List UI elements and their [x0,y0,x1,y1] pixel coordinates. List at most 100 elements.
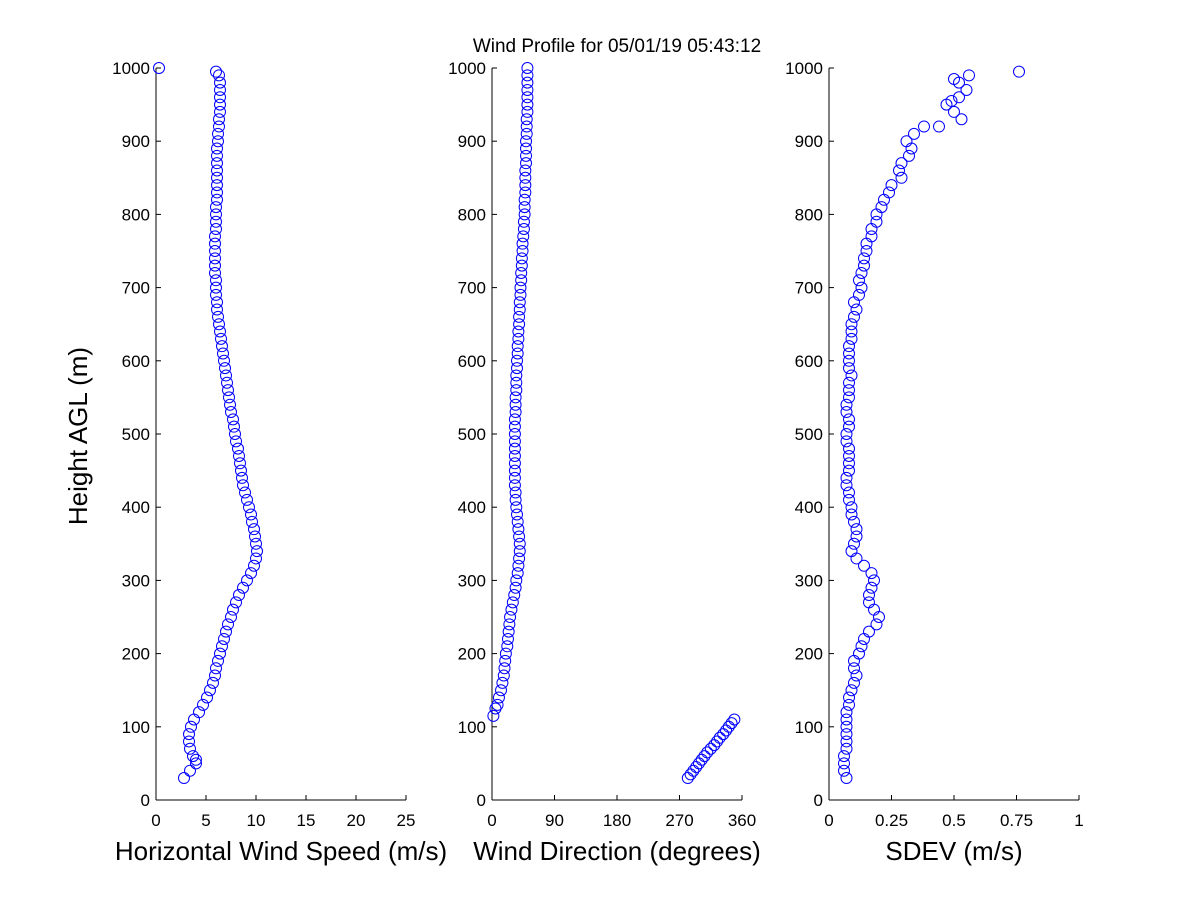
profile-point [190,757,202,770]
profile-point [517,223,530,236]
profile-point [492,691,505,704]
profile-point [183,728,195,741]
y-tick-label: 800 [122,205,150,224]
profile-point [843,698,855,711]
profile-point [241,493,253,506]
profile-point [193,706,205,719]
profile-point [197,698,209,711]
profile-point [903,149,915,162]
profile-point [215,332,227,345]
profile-point [843,347,855,360]
profile-point [209,669,221,682]
profile-point [963,69,975,82]
profile-point [960,83,973,96]
y-axis-title: Height AGL (m) [63,347,93,525]
profile-point [499,647,512,660]
x-tick-label: 5 [201,811,210,830]
profile-point [509,493,522,506]
profile-point [518,208,531,221]
x-tick-label: 360 [728,811,756,830]
profile-point [840,435,853,448]
profile-point [213,69,225,82]
profile-point [510,501,523,514]
profile-point [843,340,855,353]
profile-point [515,252,528,265]
profile-point [845,501,858,514]
profile-point [245,567,257,580]
profile-point [513,303,526,316]
profile-point [843,464,855,477]
profile-point [843,354,855,367]
outlier-point [948,72,960,85]
profile-point [209,230,221,243]
profile-point [848,515,860,528]
profile-point [511,362,523,375]
profile-point [845,318,858,331]
profile-point [225,406,237,419]
profile-point [184,742,196,755]
profile-point [213,113,225,126]
profile-point [496,676,509,689]
profile-point [222,384,234,397]
profile-point [506,596,519,609]
profile-point [895,157,908,170]
x-axis-title: SDEV (m/s) [885,836,1022,866]
profile-point [519,186,532,199]
profile-point [870,618,883,631]
profile-point [211,142,223,155]
y-tick-label: 800 [795,205,823,224]
y-tick-label: 200 [458,645,486,664]
profile-point [875,201,888,214]
x-axis-title: Wind Direction (degrees) [473,836,761,866]
y-tick-label: 900 [458,132,486,151]
profile-point [214,325,226,338]
y-tick-label: 700 [458,279,486,298]
profile-point [245,508,257,521]
profile-point [207,676,219,689]
profile-point [209,266,221,279]
profile-point [511,567,524,580]
profile-point [211,296,223,309]
profile-point [838,750,850,763]
profile-point [221,376,233,389]
profile-point [840,742,853,755]
x-tick-label: 0.75 [1000,811,1033,830]
profile-point [510,574,523,587]
profile-point [246,515,258,528]
low-level-point [725,717,738,730]
profile-point [520,120,533,133]
profile-point [217,347,229,360]
profile-point [515,266,528,279]
profile-point [210,274,222,287]
profile-point [508,435,521,448]
profile-point [865,567,878,580]
profile-point [503,618,516,631]
y-tick-label: 500 [458,425,486,444]
outlier-point [153,62,165,74]
profile-point [838,757,850,770]
profile-point [953,91,965,104]
x-tick-label: 0 [824,811,833,830]
y-tick-label: 800 [458,205,486,224]
profile-point [840,398,853,411]
profile-point [512,559,525,572]
y-tick-label: 700 [122,279,150,298]
profile-point [214,105,226,118]
profile-point [213,120,225,133]
profile-point [214,76,226,89]
profile-point [228,420,240,433]
y-tick-label: 400 [122,498,150,517]
profile-point [212,127,224,140]
x-tick-label: 25 [397,811,416,830]
profile-point [210,281,222,294]
profile-point [230,435,242,448]
profile-point [250,552,262,565]
profile-point [858,559,870,572]
profile-point [508,449,521,462]
y-tick-label: 100 [795,718,823,737]
low-level-point [698,750,711,763]
profile-point [248,559,260,572]
y-tick-label: 200 [122,645,150,664]
